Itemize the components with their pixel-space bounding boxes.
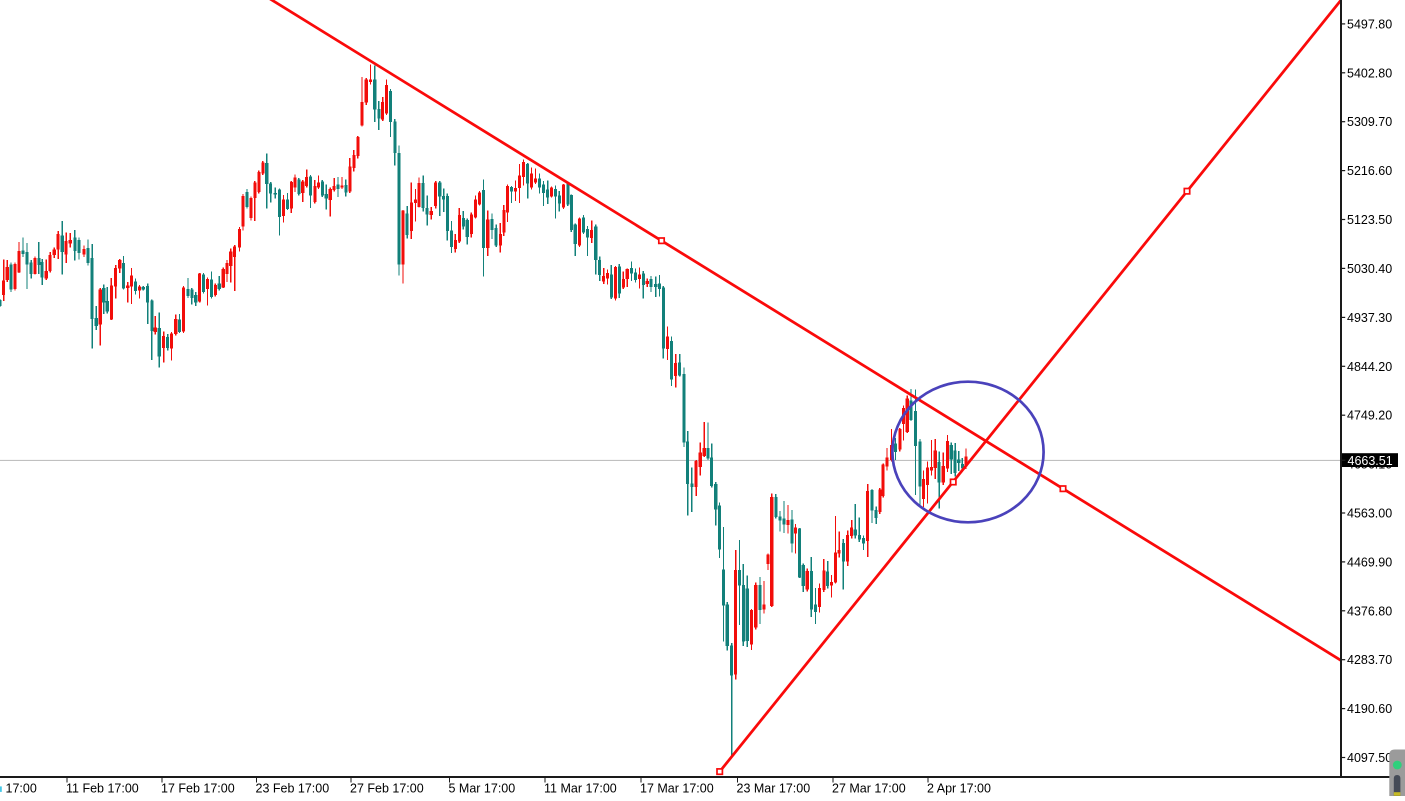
svg-text:27 Mar 17:00: 27 Mar 17:00 bbox=[832, 782, 906, 796]
svg-text:4563.00: 4563.00 bbox=[1347, 507, 1392, 521]
svg-text:4749.20: 4749.20 bbox=[1347, 409, 1392, 423]
svg-text:4190.60: 4190.60 bbox=[1347, 702, 1392, 716]
svg-text:17 Mar 17:00: 17 Mar 17:00 bbox=[640, 782, 714, 796]
svg-text:17:00: 17:00 bbox=[6, 782, 37, 796]
svg-text:4469.90: 4469.90 bbox=[1347, 555, 1392, 569]
svg-text:4097.50: 4097.50 bbox=[1347, 751, 1392, 765]
svg-text:2 Apr 17:00: 2 Apr 17:00 bbox=[927, 782, 991, 796]
svg-text:5030.40: 5030.40 bbox=[1347, 262, 1392, 276]
svg-text:4283.70: 4283.70 bbox=[1347, 653, 1392, 667]
svg-text:11 Mar 17:00: 11 Mar 17:00 bbox=[544, 782, 617, 796]
svg-text:5216.60: 5216.60 bbox=[1347, 164, 1392, 178]
svg-text:17 Feb 17:00: 17 Feb 17:00 bbox=[161, 782, 235, 796]
svg-text:4844.20: 4844.20 bbox=[1347, 360, 1392, 374]
svg-text:5497.80: 5497.80 bbox=[1347, 17, 1392, 31]
svg-text:11 Feb 17:00: 11 Feb 17:00 bbox=[66, 782, 139, 796]
svg-text:23 Mar 17:00: 23 Mar 17:00 bbox=[737, 782, 811, 796]
svg-text:5 Mar 17:00: 5 Mar 17:00 bbox=[449, 782, 516, 796]
svg-text:4376.80: 4376.80 bbox=[1347, 604, 1392, 618]
svg-text:23 Feb 17:00: 23 Feb 17:00 bbox=[256, 782, 330, 796]
svg-text:5309.70: 5309.70 bbox=[1347, 115, 1392, 129]
svg-text:5402.80: 5402.80 bbox=[1347, 66, 1392, 80]
svg-text:27 Feb 17:00: 27 Feb 17:00 bbox=[350, 782, 424, 796]
svg-text:5123.50: 5123.50 bbox=[1347, 213, 1392, 227]
svg-text:4663.51: 4663.51 bbox=[1348, 454, 1393, 468]
svg-text:4937.30: 4937.30 bbox=[1347, 311, 1392, 325]
